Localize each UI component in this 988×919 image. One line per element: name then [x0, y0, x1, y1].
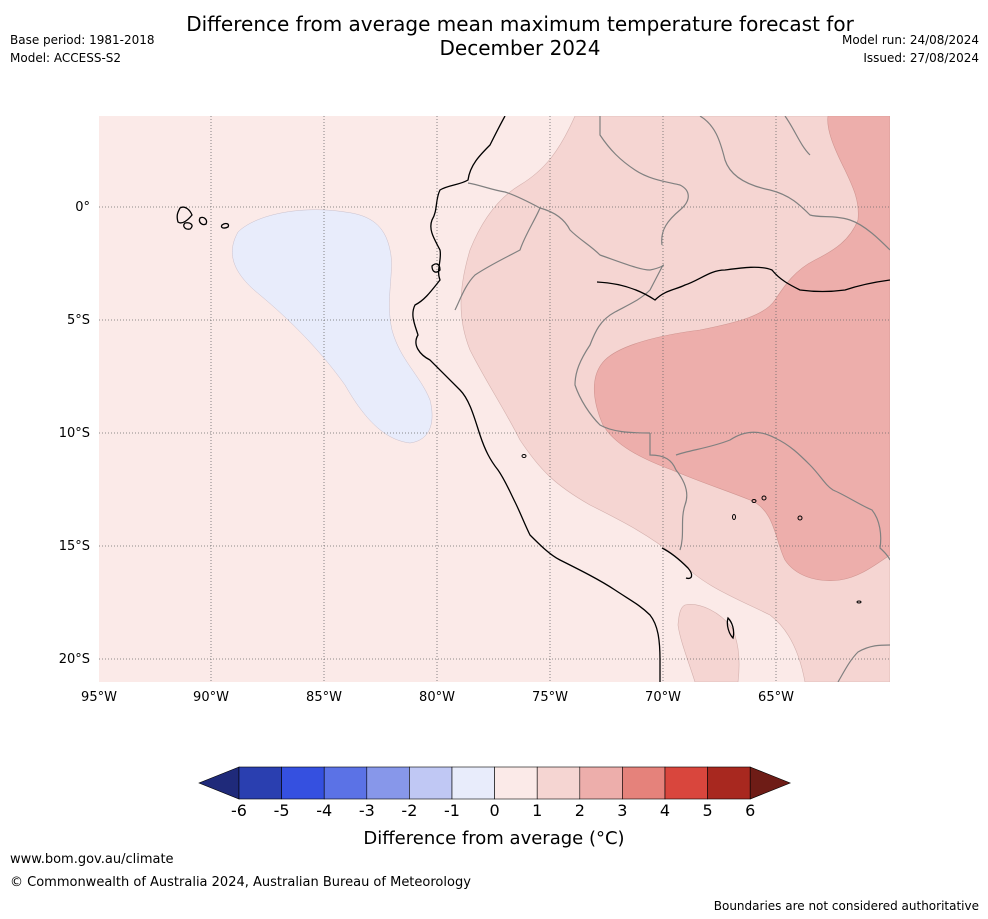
copyright-notice: © Commonwealth of Australia 2024, Austra… — [10, 875, 471, 890]
meta-left: Base period: 1981-2018 Model: ACCESS-S2 — [10, 31, 155, 67]
colorbar-bin — [281, 766, 325, 800]
colorbar-tick-label: 5 — [702, 801, 713, 820]
lat-label-15s: 15°S — [58, 539, 90, 554]
colorbar-bin — [707, 766, 751, 800]
colorbar-tick-label: 1 — [532, 801, 543, 820]
meta-right: Model run: 24/08/2024 Issued: 27/08/2024 — [842, 31, 979, 67]
colorbar-tick-label: -3 — [358, 801, 375, 820]
model-name: Model: ACCESS-S2 — [10, 51, 122, 65]
colorbar-tick-label: 0 — [489, 801, 500, 820]
lat-label-20s: 20°S — [58, 652, 90, 667]
lon-label-90w: 90°W — [193, 690, 229, 705]
lakes — [521, 454, 862, 604]
colorbar-bin — [366, 766, 410, 800]
lat-label-0: 0° — [75, 200, 90, 215]
issued-date: Issued: 27/08/2024 — [863, 51, 979, 65]
model-run: Model run: 24/08/2024 — [841, 33, 979, 47]
anomaly-zone-1-to-2-south — [677, 604, 740, 682]
colorbar-bin — [451, 766, 495, 800]
colorbar-bin — [622, 766, 666, 800]
country-borders — [454, 116, 890, 682]
colorbar-bin — [536, 766, 581, 800]
lon-label-80w: 80°W — [419, 690, 455, 705]
colorbar-tick-label: -4 — [316, 801, 333, 820]
colorbar-bin — [494, 766, 538, 800]
lon-label-85w: 85°W — [306, 690, 342, 705]
colorbar-tick-label: 3 — [617, 801, 628, 820]
colorbar-tick-label: -1 — [444, 801, 460, 820]
colorbar-tick-label: 4 — [659, 801, 671, 820]
lat-label-10s: 10°S — [58, 426, 90, 441]
colorbar-bin — [323, 766, 368, 800]
website-link[interactable]: www.bom.gov.au/climate — [10, 852, 174, 867]
disclaimer: Boundaries are not considered authoritat… — [713, 899, 979, 913]
colorbar — [198, 766, 792, 800]
lon-label-70w: 70°W — [645, 690, 681, 705]
colorbar-arrow-high — [749, 766, 792, 800]
title-line-1: Difference from average mean maximum tem… — [186, 12, 854, 36]
colorbar-tick-label: 2 — [574, 801, 585, 820]
colorbar-bin — [664, 766, 708, 800]
colorbar-tick-label: 6 — [745, 801, 756, 820]
anomaly-zone-2-to-3 — [594, 116, 890, 581]
colorbar-bin — [579, 766, 623, 800]
colorbar-tick-label: -5 — [273, 801, 290, 820]
coastline — [176, 116, 890, 682]
colorbar-tick-label: -6 — [231, 801, 247, 820]
colorbar-bin — [238, 766, 282, 800]
colorbar-tick-label: -2 — [401, 801, 418, 820]
colorbar-arrow-low — [198, 766, 240, 800]
lat-label-5s: 5°S — [66, 313, 90, 328]
lon-label-65w: 65°W — [758, 690, 794, 705]
anomaly-zone-minus1-to-0 — [232, 209, 433, 444]
colorbar-label: Difference from average (°C) — [363, 828, 625, 849]
lon-label-95w: 95°W — [81, 690, 117, 705]
title: Difference from average mean maximum tem… — [150, 12, 890, 60]
colorbar-bin — [409, 766, 453, 800]
lon-label-75w: 75°W — [532, 690, 568, 705]
graticule — [99, 116, 890, 682]
base-period: Base period: 1981-2018 — [10, 33, 155, 47]
title-line-2: December 2024 — [439, 36, 601, 60]
